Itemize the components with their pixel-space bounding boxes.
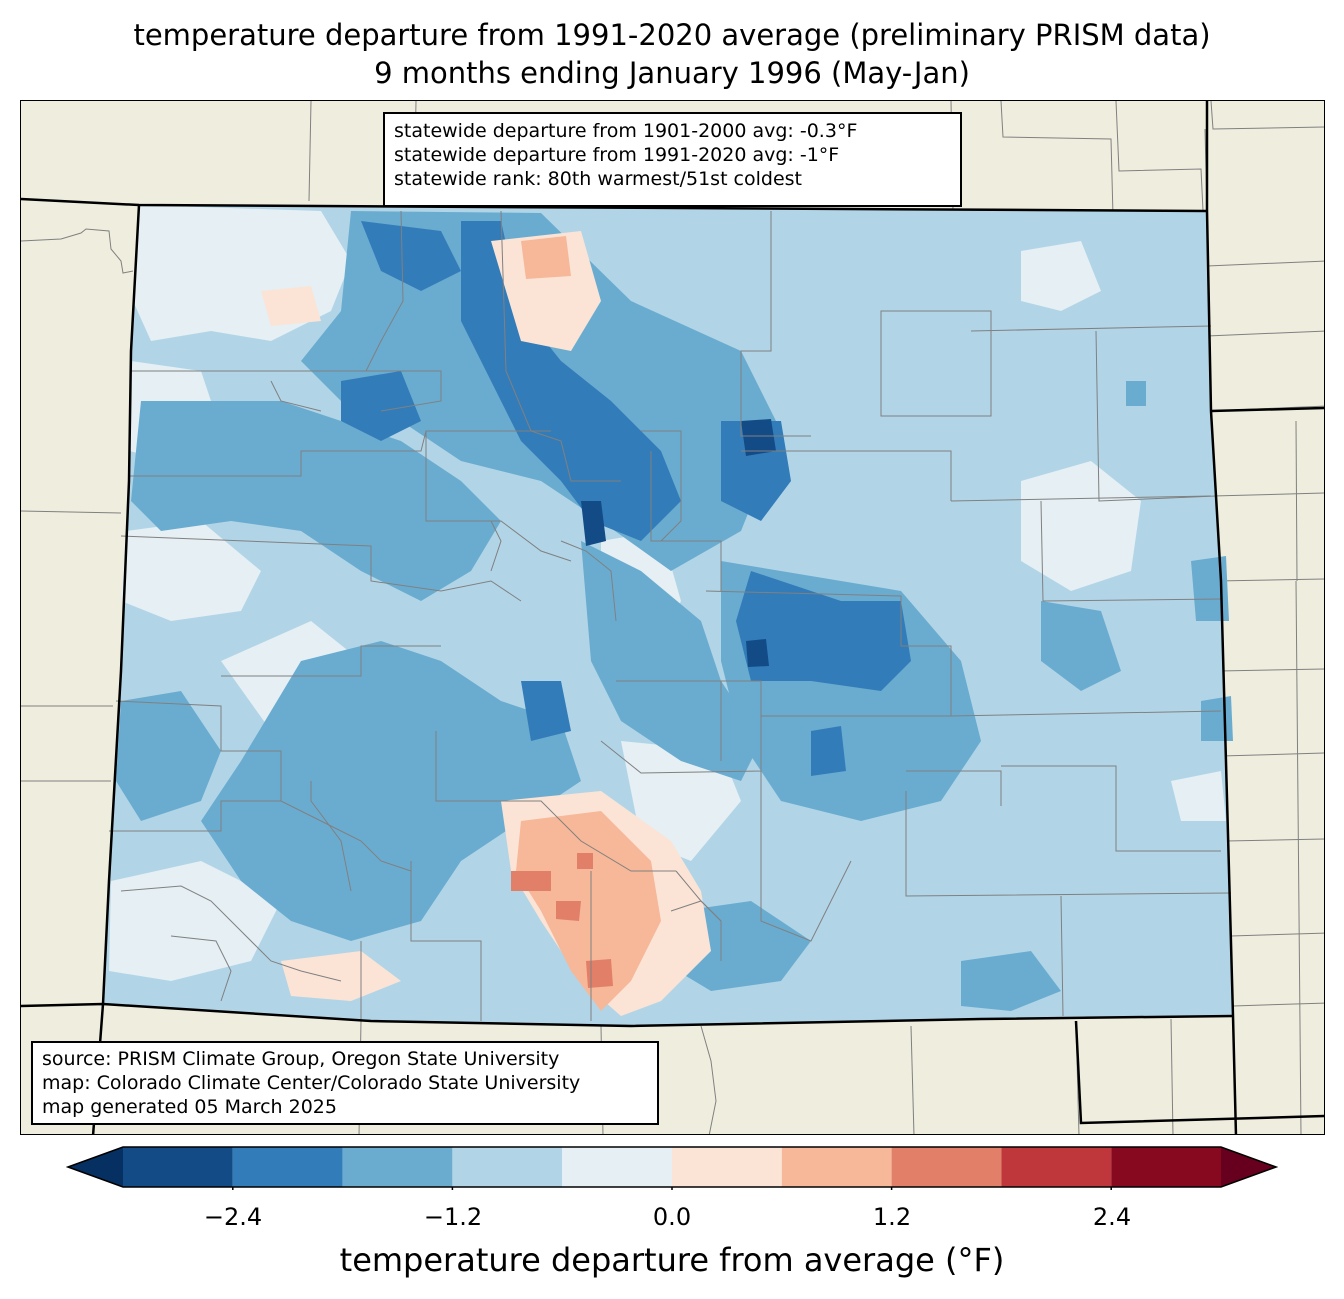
colorbar-under-extension [68,1147,123,1187]
colorbar-bin [123,1147,233,1187]
colorbar-segments [68,1147,1276,1187]
colorbar-tick-label: 0.0 [652,1203,692,1231]
stats-line-2: statewide departure from 1991-2020 avg: … [394,144,840,166]
colorado-county-lines [109,210,1232,1021]
colorbar-tick-label: −2.4 [203,1203,263,1231]
colorbar-bin [672,1147,782,1187]
source-line-3: map generated 05 March 2025 [42,1096,337,1118]
colorbar-label: temperature departure from average (°F) [339,1241,1005,1279]
map-panel [20,100,1325,1135]
colorbar-bin [232,1147,343,1187]
colorbar-bin [891,1147,1002,1187]
colorbar-bin [1111,1147,1221,1187]
colorbar-ticks [232,1187,1112,1190]
colorbar-bin [562,1147,672,1187]
colorbar-bin [781,1147,892,1187]
colorbar-outline [66,1146,1278,1188]
colorbar-bin [452,1147,563,1187]
stats-line-3: statewide rank: 80th warmest/51st coldes… [394,168,803,190]
map-subtitle: 9 months ending January 1996 (May-Jan) [374,56,970,90]
statewide-stats-box: statewide departure from 1901-2000 avg: … [383,112,962,207]
source-line-2: map: Colorado Climate Center/Colorado St… [42,1072,581,1094]
colorbar [66,1146,1278,1190]
map-title: temperature departure from 1991-2020 ave… [133,18,1211,52]
colorbar-tick-label: 1.2 [872,1203,912,1231]
colorbar-bin [342,1147,453,1187]
stats-line-1: statewide departure from 1901-2000 avg: … [394,120,858,142]
source-line-1: source: PRISM Climate Group, Oregon Stat… [42,1048,560,1070]
colorbar-tick-label: 2.4 [1092,1203,1132,1231]
colorbar-bin [1001,1147,1112,1187]
temperature-contours [109,205,1233,1016]
colorbar-over-extension [1221,1147,1276,1187]
state-borders [21,101,1324,1134]
colorbar-tick-label: −1.2 [423,1203,483,1231]
source-credit-box: source: PRISM Climate Group, Oregon Stat… [31,1041,659,1125]
colorado-temperature-map [21,101,1324,1134]
